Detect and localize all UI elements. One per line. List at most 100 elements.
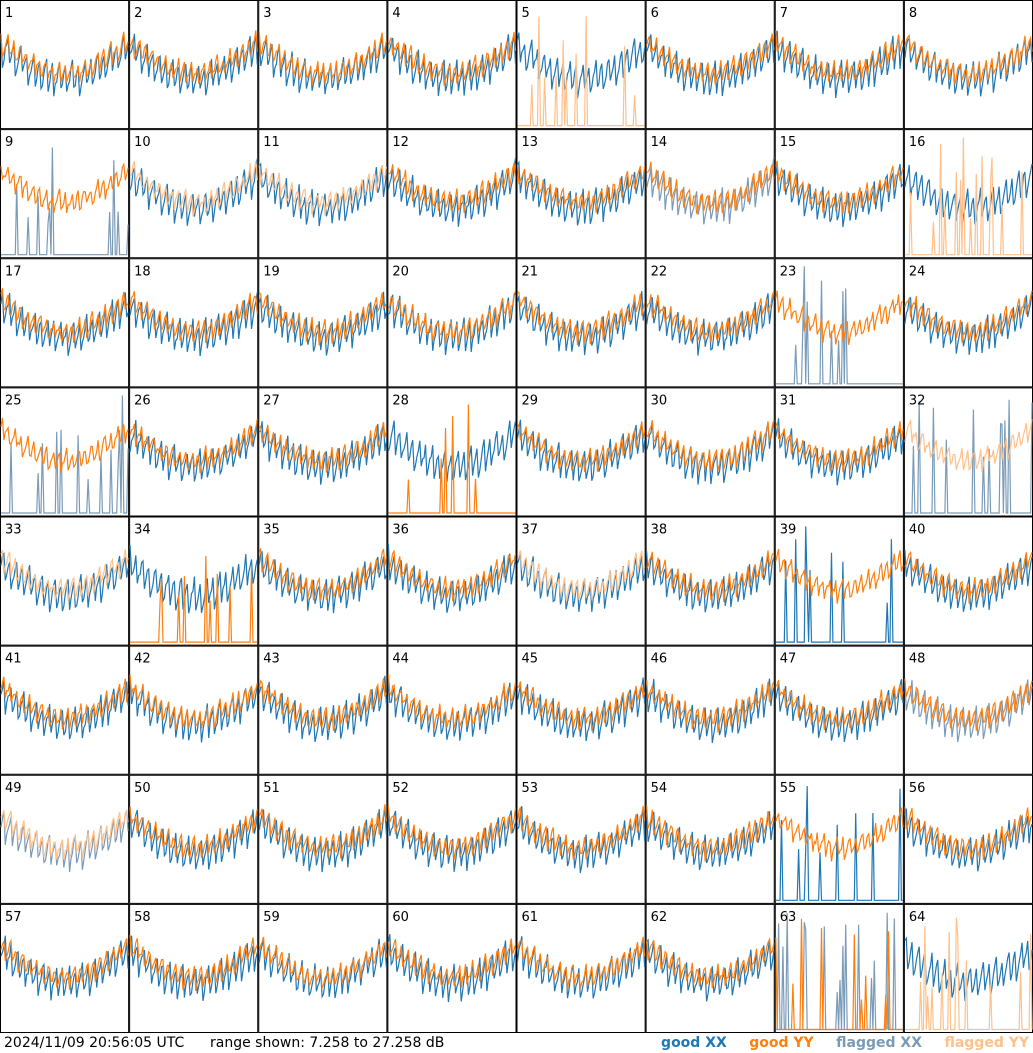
panel-25-yy-line: [0, 417, 129, 474]
panel-51-label: 51: [263, 781, 280, 796]
panel-7: 7: [774, 0, 904, 130]
panel-43-label: 43: [263, 652, 280, 667]
panel-26-label: 26: [134, 393, 151, 408]
panel-62-label: 62: [651, 910, 668, 925]
panel-11-xx-line: [258, 162, 387, 227]
panel-56-label: 56: [909, 781, 926, 796]
panel-35: 35: [258, 516, 388, 646]
panel-49-yy-line: [0, 810, 129, 860]
panel-21-yy-line: [517, 291, 646, 346]
panel-61-label: 61: [522, 910, 539, 925]
panel-15-yy-line: [775, 160, 904, 214]
panel-60: 60: [387, 903, 517, 1033]
panel-38-yy-line: [646, 550, 775, 603]
panel-13-xx-line: [516, 160, 646, 226]
panel-15-xx-line: [775, 163, 904, 228]
panel-12-frame: [387, 129, 517, 259]
panel-43: 43: [258, 645, 388, 775]
panel-14-label: 14: [651, 135, 668, 150]
panel-27-yy-line: [258, 422, 387, 473]
panel-11: 11: [258, 129, 388, 259]
panel-50-yy-line: [129, 807, 258, 859]
panel-16-xx-line: [904, 163, 1033, 228]
panel-34-label: 34: [134, 523, 151, 538]
panel-39-yy-line: [775, 548, 904, 604]
panel-9-xx-line: [1, 147, 129, 256]
panel-46-yy-line: [646, 680, 775, 733]
panel-10: 10: [129, 129, 259, 259]
panel-11-label: 11: [263, 135, 280, 150]
panel-61: 61: [516, 903, 646, 1033]
panel-63-yy-line: [775, 918, 903, 1031]
panel-23-label: 23: [780, 264, 797, 279]
panel-47-label: 47: [780, 652, 797, 667]
legend-good-yy: good YY: [749, 1033, 813, 1053]
panel-31: 31: [774, 387, 904, 517]
panel-22-frame: [645, 258, 775, 388]
panel-21: 21: [516, 258, 646, 388]
panel-64: 64: [903, 903, 1033, 1033]
panel-41-yy-line: [0, 676, 129, 730]
panel-13: 13: [516, 129, 646, 259]
panel-51-frame: [258, 774, 388, 904]
panel-40: 40: [903, 516, 1033, 646]
panel-26-xx-line: [129, 419, 258, 482]
legend-flagged-yy-label: flagged YY: [944, 1035, 1029, 1051]
panel-48-label: 48: [909, 652, 926, 667]
panel-11-yy-line: [258, 165, 387, 216]
panel-59: 59: [258, 903, 388, 1033]
panel-53-label: 53: [522, 781, 539, 796]
panel-17-yy-line: [0, 288, 129, 343]
panel-16: 16: [903, 129, 1033, 259]
panel-30-yy-line: [646, 419, 775, 473]
panel-10-xx-line: [129, 158, 258, 226]
panel-25-label: 25: [5, 393, 22, 408]
panel-29-label: 29: [522, 393, 539, 408]
panel-22-yy-line: [646, 291, 775, 343]
panel-37: 37: [516, 516, 646, 646]
panel-34-yy-line: [130, 555, 258, 643]
panel-8: 8: [903, 0, 1033, 130]
legend-good-xx-label: good XX: [661, 1035, 727, 1051]
panel-48-xx-line: [904, 678, 1033, 743]
panel-52-label: 52: [392, 781, 409, 796]
panel-16-yy-line: [904, 137, 1032, 256]
panel-44-label: 44: [392, 652, 409, 667]
panel-42-label: 42: [134, 652, 151, 667]
panel-25: 25: [0, 387, 130, 517]
panel-12-xx-line: [387, 157, 517, 227]
panel-29: 29: [516, 387, 646, 517]
panel-26: 26: [129, 387, 259, 517]
panel-4-yy-line: [387, 31, 517, 86]
panel-18-xx-line: [129, 292, 258, 357]
panel-31-xx-line: [775, 418, 904, 486]
panel-34: 34: [129, 516, 259, 646]
legend-good-yy-label: good YY: [749, 1035, 814, 1051]
panel-55: 55: [774, 774, 904, 904]
panel-55-yy-line: [775, 807, 904, 862]
panel-3: 3: [258, 0, 388, 130]
panel-39: 39: [774, 516, 904, 646]
panel-17-xx-line: [0, 291, 129, 356]
panel-6-label: 6: [651, 6, 659, 21]
panel-39-xx-line: [775, 526, 903, 643]
panel-52: 52: [387, 774, 517, 904]
panel-7-xx-line: [775, 30, 904, 99]
panel-40-label: 40: [909, 523, 926, 538]
panel-16-label: 16: [909, 135, 926, 150]
panel-35-yy-line: [258, 548, 387, 601]
panel-62: 62: [645, 903, 775, 1033]
panel-58: 58: [129, 903, 259, 1033]
panel-40-xx-line: [904, 549, 1033, 612]
panel-54-xx-line: [646, 811, 775, 870]
panel-45-yy-line: [517, 681, 646, 732]
panel-5-yy-line: [517, 15, 645, 127]
panel-36-yy-line: [388, 549, 517, 602]
panel-62-yy-line: [646, 936, 775, 989]
panel-20-label: 20: [392, 264, 409, 279]
timestamp: 2024/11/09 20:56:05 UTC: [4, 1035, 185, 1051]
panel-25-xx-line: [1, 395, 129, 514]
panel-63: 63: [774, 903, 904, 1033]
panel-46-label: 46: [651, 652, 668, 667]
